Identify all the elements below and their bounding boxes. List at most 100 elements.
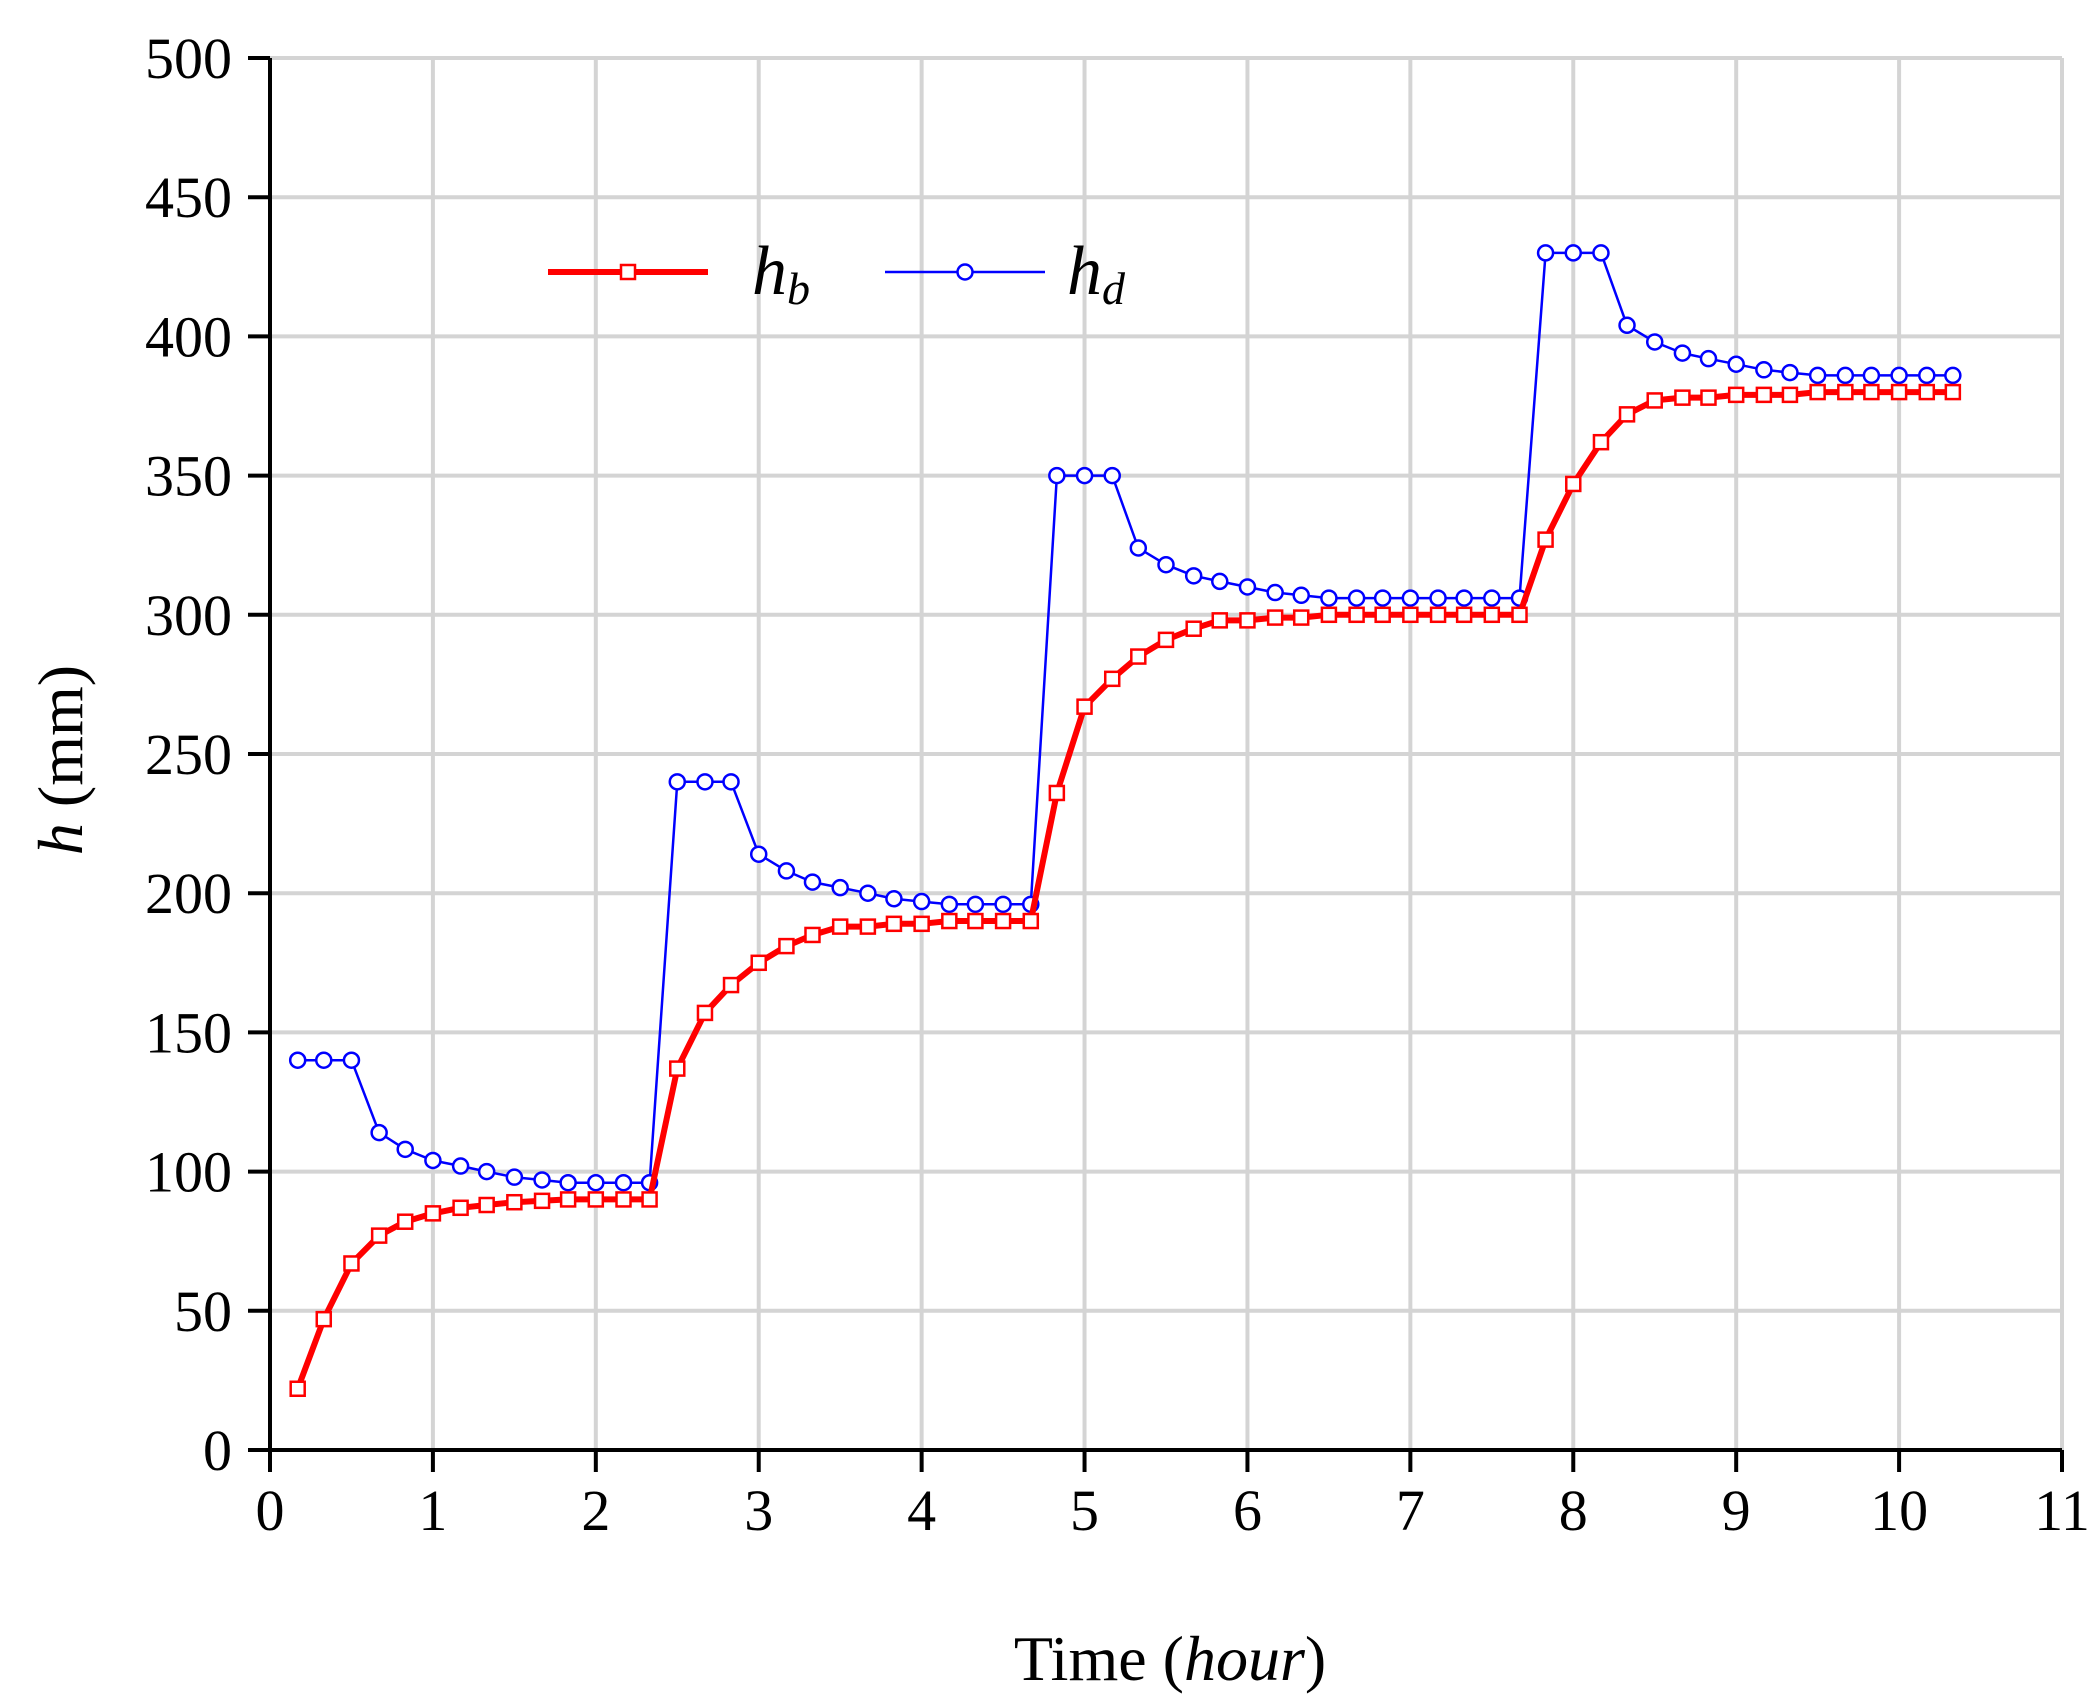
axes bbox=[248, 56, 2064, 1472]
data-point-hd bbox=[1836, 366, 1855, 385]
data-point-hd bbox=[451, 1157, 470, 1175]
legend-label: hd bbox=[1067, 233, 1126, 314]
x-tick-label: 7 bbox=[1396, 1478, 1425, 1543]
data-point-hd bbox=[1483, 589, 1501, 607]
data-point-hb bbox=[1646, 392, 1663, 409]
data-point-hd bbox=[1320, 589, 1338, 607]
data-point-hd bbox=[1781, 363, 1799, 382]
data-point-hb bbox=[1618, 406, 1636, 423]
data-point-hb bbox=[1348, 606, 1365, 624]
data-point-hd bbox=[994, 895, 1012, 914]
y-tick-label: 450 bbox=[145, 165, 232, 230]
data-point-hb bbox=[1700, 389, 1717, 406]
data-point-hb bbox=[1157, 631, 1175, 649]
data-point-hd bbox=[885, 890, 903, 908]
data-point-hb bbox=[804, 926, 821, 944]
data-point-hd bbox=[1536, 244, 1555, 262]
data-point-hb bbox=[615, 1191, 632, 1208]
data-point-hb bbox=[1483, 606, 1501, 624]
data-point-hb bbox=[1239, 612, 1256, 629]
data-point-hd bbox=[1592, 244, 1610, 262]
x-axis-title: Time (hour) bbox=[1014, 1623, 1326, 1694]
data-point-hb bbox=[315, 1310, 333, 1328]
data-point-hb bbox=[424, 1205, 442, 1222]
legend-item-hd: hd bbox=[885, 233, 1126, 314]
data-point-hd bbox=[1727, 355, 1745, 373]
tick-labels: 0 50 100 150 200 250 300 350 400 450 500 0 1 2 3 4 5 6 7 8 9… bbox=[145, 26, 2090, 1543]
data-point-hd bbox=[1808, 366, 1827, 385]
data-point-hb bbox=[669, 1060, 686, 1077]
y-tick-label: 500 bbox=[145, 26, 232, 91]
data-point-hd bbox=[1755, 361, 1773, 379]
data-point-hd bbox=[859, 884, 877, 902]
data-point-hb bbox=[533, 1192, 551, 1210]
data-point-hd bbox=[396, 1140, 414, 1159]
data-point-hd bbox=[1184, 567, 1203, 585]
x-tick-label: 11 bbox=[2034, 1478, 2090, 1543]
data-point-hb bbox=[1402, 606, 1419, 624]
data-point-hb bbox=[289, 1380, 306, 1398]
data-point-hb bbox=[1429, 606, 1447, 624]
data-point-hb bbox=[1565, 475, 1582, 493]
data-point-hb bbox=[396, 1213, 414, 1230]
x-tick-label: 3 bbox=[744, 1478, 773, 1543]
data-point-hd bbox=[1238, 578, 1257, 596]
data-point-hd bbox=[749, 845, 768, 863]
data-point-hb bbox=[778, 937, 795, 955]
legend-marker bbox=[619, 263, 637, 281]
data-point-hd bbox=[288, 1051, 307, 1069]
legend-marker bbox=[956, 263, 974, 281]
y-axis-title: h (mm) bbox=[25, 665, 96, 855]
data-point-hb bbox=[1076, 698, 1093, 715]
data-point-hb bbox=[750, 954, 767, 972]
data-point-hb bbox=[1130, 648, 1147, 665]
data-point-hd bbox=[1429, 589, 1447, 607]
data-point-hb bbox=[1592, 433, 1610, 451]
data-point-hd bbox=[696, 773, 714, 791]
data-point-hd bbox=[587, 1173, 605, 1192]
y-tick-label: 0 bbox=[203, 1418, 232, 1483]
data-point-hb bbox=[506, 1193, 523, 1211]
data-point-hd bbox=[424, 1151, 442, 1170]
y-tick-label: 100 bbox=[145, 1140, 232, 1205]
data-point-hb bbox=[1048, 784, 1066, 802]
data-point-hb bbox=[1022, 912, 1040, 930]
y-tick-label: 400 bbox=[145, 304, 232, 369]
data-point-hd bbox=[668, 773, 687, 791]
data-point-hb bbox=[859, 918, 877, 935]
data-point-hb bbox=[370, 1227, 388, 1244]
data-point-hd bbox=[1373, 589, 1392, 607]
x-tick-label: 6 bbox=[1233, 1478, 1262, 1543]
data-point-hd bbox=[1944, 366, 1962, 385]
data-point-hd bbox=[1618, 316, 1636, 335]
data-point-hd bbox=[1075, 466, 1094, 485]
series-hb bbox=[289, 383, 1962, 1398]
data-point-hd bbox=[1564, 244, 1583, 262]
data-point-hd bbox=[1699, 349, 1718, 368]
data-point-hb bbox=[994, 912, 1012, 930]
data-point-hd bbox=[803, 873, 822, 891]
data-point-hd bbox=[505, 1168, 524, 1186]
series-hd bbox=[288, 244, 1962, 1192]
data-point-hb bbox=[641, 1191, 658, 1208]
data-point-hb bbox=[1374, 606, 1391, 624]
data-point-hb bbox=[696, 1004, 714, 1022]
data-point-hb bbox=[1211, 612, 1229, 629]
x-tick-label: 2 bbox=[581, 1478, 610, 1543]
legend-item-hb: hb bbox=[548, 233, 810, 314]
data-point-hd bbox=[559, 1173, 577, 1192]
data-point-hb bbox=[559, 1191, 577, 1208]
data-point-hb bbox=[452, 1199, 469, 1217]
data-point-hb bbox=[885, 915, 903, 933]
data-point-hb bbox=[1320, 606, 1338, 624]
data-point-hb bbox=[722, 976, 740, 994]
data-point-hd bbox=[315, 1051, 333, 1069]
x-tick-label: 0 bbox=[256, 1478, 285, 1543]
data-point-hd bbox=[1918, 366, 1936, 385]
data-point-hb bbox=[913, 915, 930, 933]
data-point-hb bbox=[343, 1255, 360, 1272]
data-point-hb bbox=[941, 912, 958, 930]
data-point-hd bbox=[1645, 333, 1664, 351]
x-tick-label: 10 bbox=[1870, 1478, 1928, 1543]
